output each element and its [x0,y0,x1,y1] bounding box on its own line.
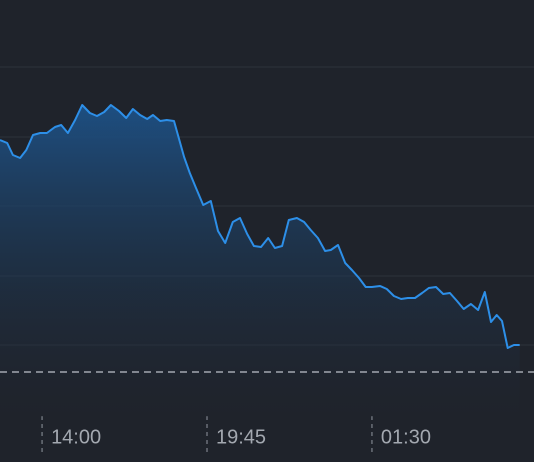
x-tick-label: 14:00 [51,426,101,448]
price-line [0,104,520,349]
x-tick-label: 19:45 [216,426,266,448]
area-fill [0,105,520,417]
x-tick-label: 01:30 [381,426,431,448]
